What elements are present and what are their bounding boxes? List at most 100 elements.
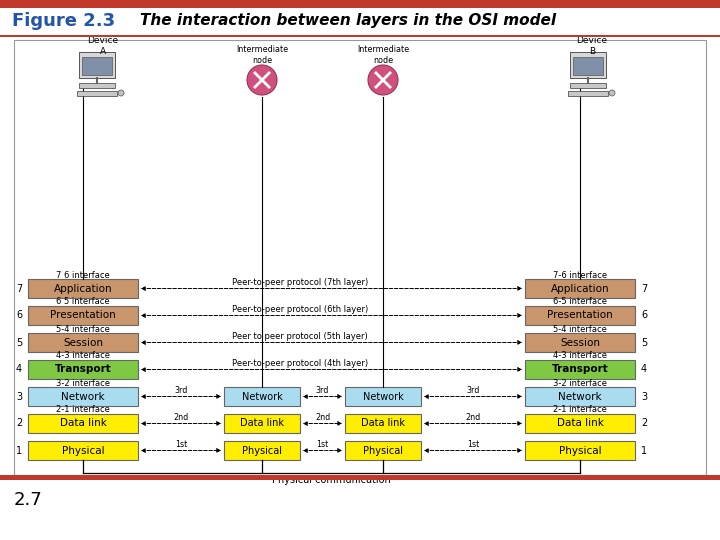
Text: Device
A: Device A xyxy=(87,36,119,56)
Bar xyxy=(525,360,635,379)
Text: 6 5 interface: 6 5 interface xyxy=(56,298,110,307)
Text: 2: 2 xyxy=(641,418,647,429)
Bar xyxy=(345,441,421,460)
Text: 7: 7 xyxy=(641,284,647,294)
Text: 3: 3 xyxy=(16,392,22,402)
Bar xyxy=(79,83,115,88)
Text: 7-6 interface: 7-6 interface xyxy=(553,271,607,280)
Bar xyxy=(570,83,606,88)
Text: 2nd: 2nd xyxy=(315,413,330,422)
Circle shape xyxy=(368,65,398,95)
Text: 4-3 interface: 4-3 interface xyxy=(56,352,110,361)
Bar xyxy=(79,52,115,78)
Bar xyxy=(345,414,421,433)
Text: 4-3 interface: 4-3 interface xyxy=(553,352,607,361)
Text: 3: 3 xyxy=(641,392,647,402)
Text: Peer to peer protocol (5th layer): Peer to peer protocol (5th layer) xyxy=(232,332,368,341)
Text: Peer-to-peer protocol (7th layer): Peer-to-peer protocol (7th layer) xyxy=(232,278,368,287)
Text: 2.7: 2.7 xyxy=(14,491,42,509)
Text: 5: 5 xyxy=(641,338,647,348)
Text: Session: Session xyxy=(560,338,600,348)
Text: 7: 7 xyxy=(16,284,22,294)
Text: Physical: Physical xyxy=(242,446,282,456)
Bar xyxy=(525,279,635,298)
Text: Intermediate
node: Intermediate node xyxy=(236,45,288,65)
Text: Data link: Data link xyxy=(361,418,405,429)
Text: Application: Application xyxy=(551,284,609,294)
Bar xyxy=(525,441,635,460)
Bar xyxy=(0,35,720,37)
Text: Physical: Physical xyxy=(559,446,601,456)
Text: 3rd: 3rd xyxy=(174,386,188,395)
Bar xyxy=(224,441,300,460)
Bar xyxy=(0,475,720,480)
Bar xyxy=(28,279,138,298)
Text: 5: 5 xyxy=(16,338,22,348)
Text: Physical communication: Physical communication xyxy=(272,475,391,485)
Text: 3rd: 3rd xyxy=(316,386,329,395)
Text: Data link: Data link xyxy=(240,418,284,429)
Text: Application: Application xyxy=(54,284,112,294)
Bar xyxy=(525,414,635,433)
Text: 6-5 interface: 6-5 interface xyxy=(553,298,607,307)
Text: Network: Network xyxy=(242,392,282,402)
Text: 4: 4 xyxy=(641,364,647,375)
Text: 1st: 1st xyxy=(175,440,187,449)
Bar xyxy=(82,57,112,75)
Bar xyxy=(570,52,606,78)
Bar xyxy=(0,0,720,8)
Text: 1: 1 xyxy=(641,446,647,456)
Text: Peer-to-peer protocol (4th layer): Peer-to-peer protocol (4th layer) xyxy=(232,359,368,368)
Text: 2-1 interface: 2-1 interface xyxy=(56,406,110,415)
Text: Physical: Physical xyxy=(363,446,403,456)
Bar xyxy=(28,360,138,379)
Circle shape xyxy=(247,65,277,95)
Bar xyxy=(28,414,138,433)
Bar xyxy=(14,40,706,475)
Bar xyxy=(568,91,608,96)
Text: 2-1 interface: 2-1 interface xyxy=(553,406,607,415)
Bar xyxy=(525,333,635,352)
Text: Data link: Data link xyxy=(60,418,107,429)
Text: Network: Network xyxy=(363,392,403,402)
Text: 3-2 interface: 3-2 interface xyxy=(553,379,607,388)
Circle shape xyxy=(118,90,124,96)
Bar xyxy=(573,57,603,75)
Bar xyxy=(224,387,300,406)
Text: 5-4 interface: 5-4 interface xyxy=(553,325,607,334)
Bar xyxy=(28,306,138,325)
Text: Transport: Transport xyxy=(552,364,608,375)
Bar xyxy=(224,414,300,433)
Circle shape xyxy=(609,90,615,96)
Text: 3-2 interface: 3-2 interface xyxy=(56,379,110,388)
Text: Figure 2.3: Figure 2.3 xyxy=(12,12,115,30)
Text: Network: Network xyxy=(61,392,105,402)
Text: Transport: Transport xyxy=(55,364,112,375)
Bar xyxy=(28,387,138,406)
Bar xyxy=(77,91,117,96)
Text: Presentation: Presentation xyxy=(50,310,116,321)
Text: Data link: Data link xyxy=(557,418,603,429)
Bar xyxy=(28,333,138,352)
Text: Presentation: Presentation xyxy=(547,310,613,321)
Text: 4: 4 xyxy=(16,364,22,375)
Text: Network: Network xyxy=(558,392,602,402)
Bar xyxy=(525,306,635,325)
Text: 7 6 interface: 7 6 interface xyxy=(56,271,110,280)
Text: 6: 6 xyxy=(641,310,647,321)
Text: 3rd: 3rd xyxy=(467,386,480,395)
Text: Intermediate
node: Intermediate node xyxy=(357,45,409,65)
Text: Session: Session xyxy=(63,338,103,348)
Bar xyxy=(28,441,138,460)
Bar xyxy=(345,387,421,406)
Text: 1: 1 xyxy=(16,446,22,456)
Text: Physical: Physical xyxy=(62,446,104,456)
Text: 5-4 interface: 5-4 interface xyxy=(56,325,110,334)
Text: 1st: 1st xyxy=(316,440,328,449)
Text: 6: 6 xyxy=(16,310,22,321)
Text: 2nd: 2nd xyxy=(174,413,189,422)
Text: 1st: 1st xyxy=(467,440,479,449)
Text: 2nd: 2nd xyxy=(465,413,481,422)
Bar xyxy=(525,387,635,406)
Text: Peer-to-peer protocol (6th layer): Peer-to-peer protocol (6th layer) xyxy=(232,305,368,314)
